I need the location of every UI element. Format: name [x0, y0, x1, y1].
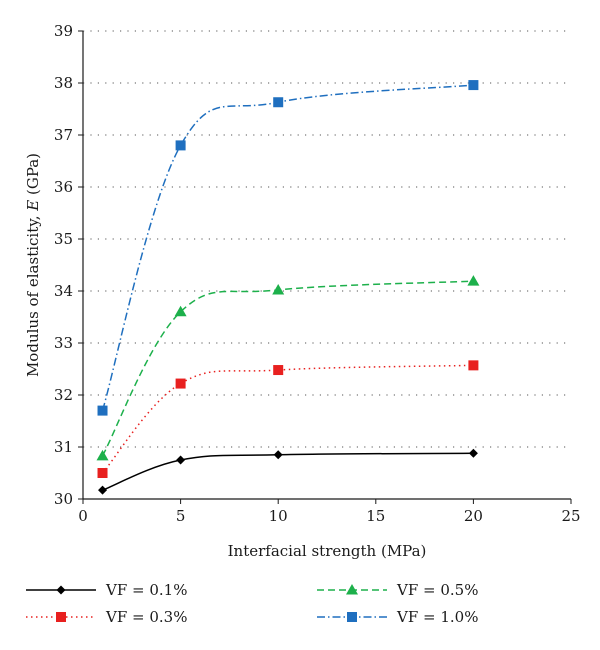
data-point — [272, 283, 285, 295]
series-line — [102, 452, 474, 491]
data-point — [98, 485, 108, 495]
y-tick-label: 36 — [54, 178, 73, 196]
data-point — [273, 97, 284, 108]
y-tick-label: 30 — [54, 490, 73, 508]
y-ticks: 30 31 32 33 34 35 36 37 38 39 — [54, 22, 83, 508]
data-point — [468, 360, 479, 371]
data-point — [347, 612, 357, 622]
legend-item: VF = 0.3% — [26, 608, 187, 626]
data-point — [273, 450, 283, 460]
data-point — [468, 80, 479, 91]
y-tick-label: 34 — [54, 282, 73, 300]
y-tick-label: 37 — [54, 126, 73, 144]
y-tick-label: 31 — [54, 438, 73, 456]
data-point — [175, 378, 186, 389]
y-axis-label-suffix: (GPa) — [24, 153, 42, 200]
x-tick-label: 0 — [78, 507, 88, 525]
x-tick-label: 20 — [464, 507, 483, 525]
series — [97, 80, 479, 416]
legend-label: VF = 0.3% — [105, 608, 187, 626]
series-line — [101, 84, 474, 411]
x-axis-label: Interfacial strength (MPa) — [228, 542, 427, 560]
legend-label: VF = 1.0% — [396, 608, 478, 626]
series-line — [101, 364, 474, 474]
data-point — [346, 584, 358, 595]
x-tick-label: 5 — [176, 507, 186, 525]
y-tick-label: 33 — [54, 334, 73, 352]
data-point — [174, 305, 187, 317]
x-tick-label: 10 — [269, 507, 288, 525]
series-line — [101, 280, 474, 457]
series — [97, 360, 479, 478]
x-tick-label: 25 — [561, 507, 580, 525]
data-point — [96, 449, 109, 461]
legend: VF = 0.1% VF = 0.3% VF = 0.5% VF = 1.0% — [26, 581, 478, 626]
y-tick-label: 38 — [54, 74, 73, 92]
data-point — [175, 140, 186, 151]
data-point — [56, 585, 66, 595]
y-axis-label-symbol: E — [24, 200, 42, 212]
series — [96, 275, 480, 461]
legend-label: VF = 0.5% — [396, 581, 478, 599]
y-tick-label: 32 — [54, 386, 73, 404]
series — [98, 448, 478, 495]
legend-label: VF = 0.1% — [105, 581, 187, 599]
legend-item: VF = 0.1% — [26, 581, 187, 599]
y-axis-label: Modulus of elasticity, E (GPa) — [24, 153, 42, 377]
data-point — [97, 405, 108, 416]
x-tick-label: 15 — [366, 507, 385, 525]
legend-item: VF = 1.0% — [317, 608, 478, 626]
y-axis-label-prefix: Modulus of elasticity, — [24, 211, 42, 377]
data-point — [468, 448, 478, 458]
legend-item: VF = 0.5% — [317, 581, 478, 599]
axes — [82, 31, 571, 500]
series-group — [96, 80, 480, 495]
data-point — [176, 455, 186, 465]
data-point — [97, 468, 108, 478]
y-tick-label: 39 — [54, 22, 73, 40]
data-point — [56, 612, 66, 622]
x-ticks: 0 5 10 15 20 25 — [78, 499, 581, 525]
y-tick-label: 35 — [54, 230, 73, 248]
grid-lines — [83, 30, 571, 448]
data-point — [467, 275, 480, 286]
data-point — [273, 365, 284, 376]
